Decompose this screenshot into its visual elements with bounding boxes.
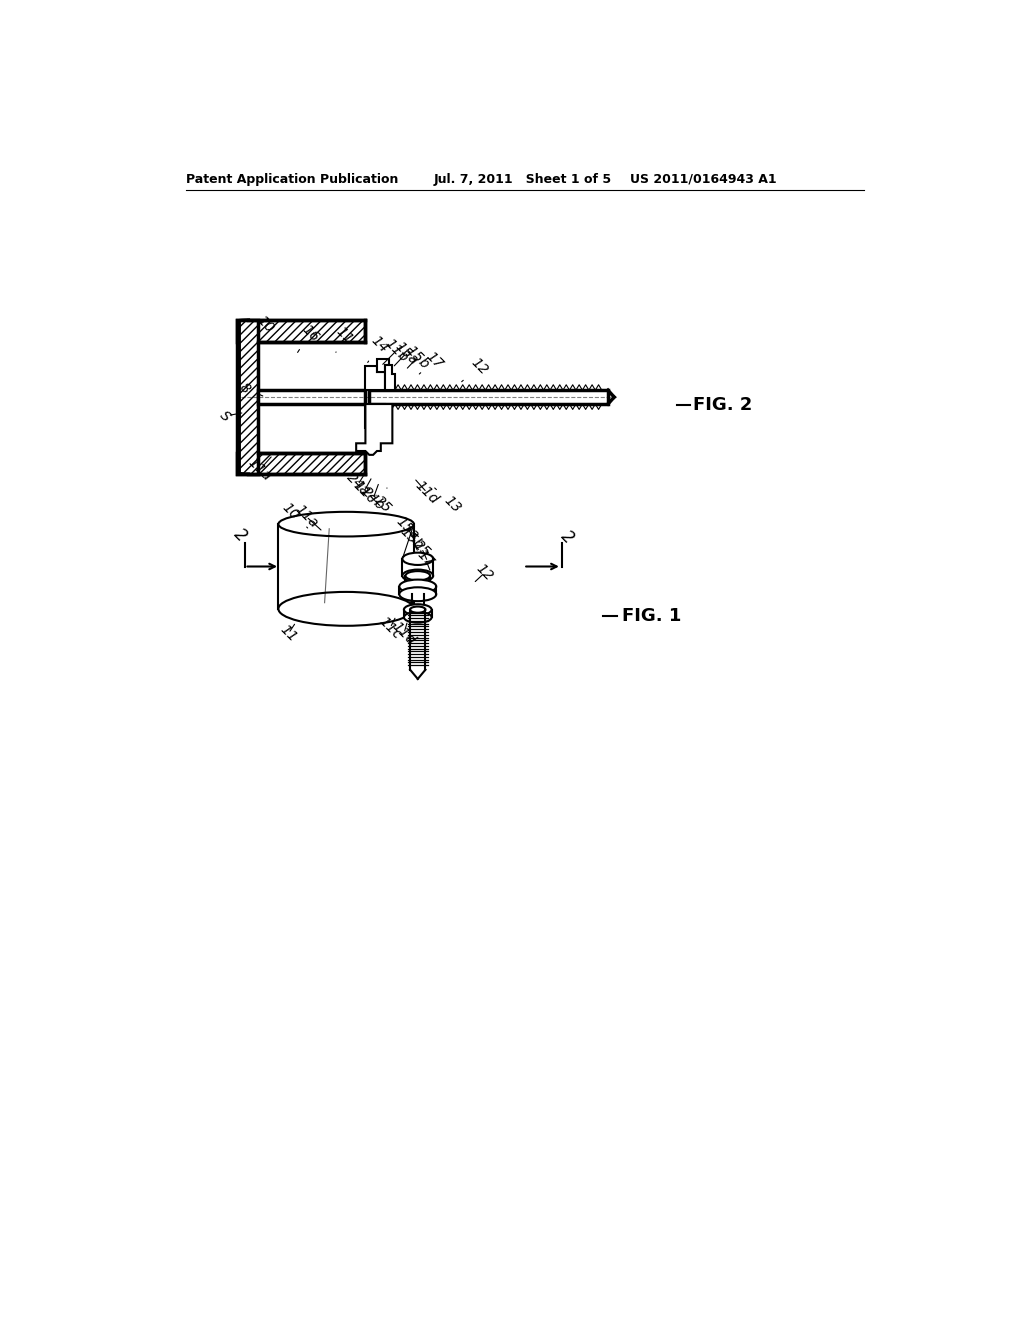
- Text: 8: 8: [237, 380, 263, 396]
- Text: Jul. 7, 2011   Sheet 1 of 5: Jul. 7, 2011 Sheet 1 of 5: [433, 173, 611, 186]
- Text: 2: 2: [557, 527, 578, 548]
- Text: 11: 11: [334, 325, 356, 352]
- Ellipse shape: [279, 591, 414, 626]
- Text: 12: 12: [473, 561, 496, 583]
- Polygon shape: [366, 404, 385, 428]
- Text: 24b: 24b: [358, 484, 387, 513]
- Text: 16: 16: [298, 322, 322, 352]
- Text: 15a: 15a: [393, 513, 422, 543]
- Bar: [237, 453, 366, 474]
- Text: 24a: 24a: [343, 471, 372, 499]
- Polygon shape: [403, 610, 432, 618]
- Text: 15b: 15b: [403, 343, 432, 371]
- Bar: [258, 391, 366, 404]
- Polygon shape: [366, 367, 385, 391]
- Bar: [258, 391, 366, 404]
- Text: 13: 13: [435, 488, 464, 516]
- Text: 11c: 11c: [350, 478, 378, 506]
- Text: 15b: 15b: [397, 524, 426, 553]
- Ellipse shape: [279, 512, 414, 536]
- Polygon shape: [399, 586, 436, 594]
- Text: 11: 11: [278, 622, 300, 644]
- Bar: [237, 453, 366, 474]
- Text: 11a: 11a: [246, 455, 274, 483]
- Ellipse shape: [399, 579, 436, 594]
- Ellipse shape: [402, 570, 433, 582]
- Ellipse shape: [403, 612, 432, 623]
- Polygon shape: [385, 364, 394, 391]
- Text: 10: 10: [254, 313, 276, 345]
- Polygon shape: [377, 359, 388, 372]
- Text: US 2011/0164943 A1: US 2011/0164943 A1: [630, 173, 776, 186]
- Polygon shape: [410, 610, 425, 669]
- Ellipse shape: [410, 607, 425, 612]
- Text: FIG. 2: FIG. 2: [692, 396, 752, 413]
- Ellipse shape: [402, 553, 433, 565]
- Text: 11c: 11c: [376, 614, 404, 642]
- Text: 12: 12: [462, 355, 490, 381]
- Text: 11d: 11d: [413, 478, 441, 507]
- Ellipse shape: [403, 605, 432, 615]
- Bar: [237, 342, 262, 453]
- Bar: [370, 391, 608, 404]
- Text: 15a: 15a: [392, 339, 421, 367]
- Polygon shape: [406, 576, 430, 586]
- Text: 17: 17: [415, 548, 436, 570]
- Polygon shape: [279, 524, 414, 609]
- Ellipse shape: [406, 582, 430, 591]
- Bar: [237, 321, 366, 342]
- Ellipse shape: [399, 587, 436, 601]
- Polygon shape: [356, 404, 392, 455]
- Text: S: S: [216, 408, 232, 425]
- Text: 14: 14: [368, 334, 390, 363]
- Bar: [237, 321, 366, 342]
- Text: 2: 2: [230, 525, 251, 546]
- Ellipse shape: [406, 572, 430, 581]
- Text: Patent Application Publication: Patent Application Publication: [186, 173, 398, 186]
- Text: 25: 25: [411, 537, 433, 560]
- Bar: [237, 321, 258, 474]
- Text: 10: 10: [280, 500, 307, 528]
- Text: 11b: 11b: [382, 337, 411, 366]
- Text: FIG. 1: FIG. 1: [622, 607, 681, 624]
- Bar: [370, 391, 608, 404]
- Polygon shape: [402, 558, 433, 576]
- Text: 17: 17: [419, 348, 445, 374]
- Text: 11d: 11d: [389, 619, 418, 648]
- Text: 11a: 11a: [292, 502, 321, 531]
- Text: 25: 25: [372, 488, 394, 516]
